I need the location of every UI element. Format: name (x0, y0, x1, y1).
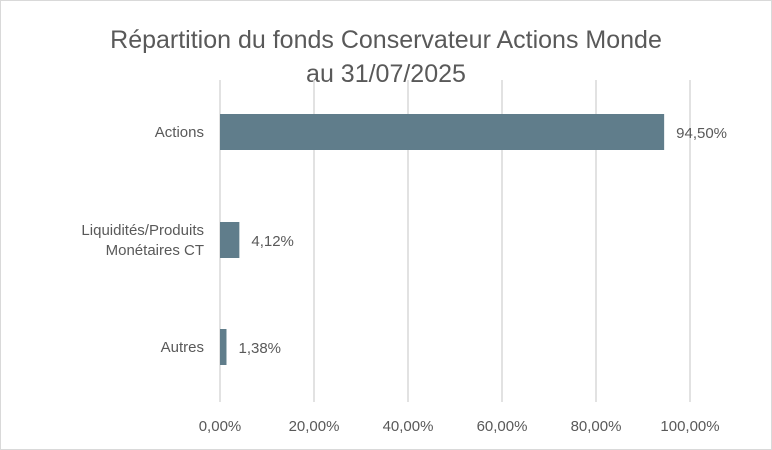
data-label-0: 94,50% (676, 125, 727, 142)
bar-2 (220, 329, 227, 365)
category-label-2: Autres (161, 339, 204, 356)
category-label-1-line-1: Monétaires CT (106, 242, 204, 259)
x-tick-label-3: 60,00% (477, 418, 528, 435)
x-tick-label-5: 100,00% (660, 418, 719, 435)
data-label-2: 1,38% (238, 340, 281, 357)
chart-title-line-2: au 31/07/2025 (306, 60, 466, 88)
x-tick-label-4: 80,00% (571, 418, 622, 435)
x-tick-label-0: 0,00% (199, 418, 242, 435)
category-label-1-line-0: Liquidités/Produits (81, 222, 204, 239)
data-label-1: 4,12% (251, 233, 294, 250)
chart-title: Répartition du fonds Conservateur Action… (1, 23, 771, 91)
x-tick-label-2: 40,00% (383, 418, 434, 435)
bar-1 (220, 222, 240, 258)
chart-title-line-1: Répartition du fonds Conservateur Action… (110, 26, 662, 54)
category-label-0: Actions (155, 124, 204, 141)
x-tick-label-1: 20,00% (289, 418, 340, 435)
bar-0 (220, 114, 665, 150)
